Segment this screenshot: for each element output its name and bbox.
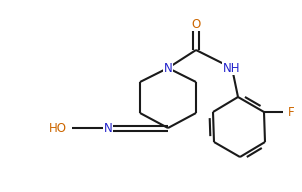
Text: N: N <box>164 61 172 74</box>
Text: N: N <box>104 122 112 135</box>
Text: F: F <box>288 105 294 118</box>
Text: NH: NH <box>223 61 241 74</box>
Text: HO: HO <box>49 122 67 135</box>
Text: O: O <box>191 17 201 31</box>
